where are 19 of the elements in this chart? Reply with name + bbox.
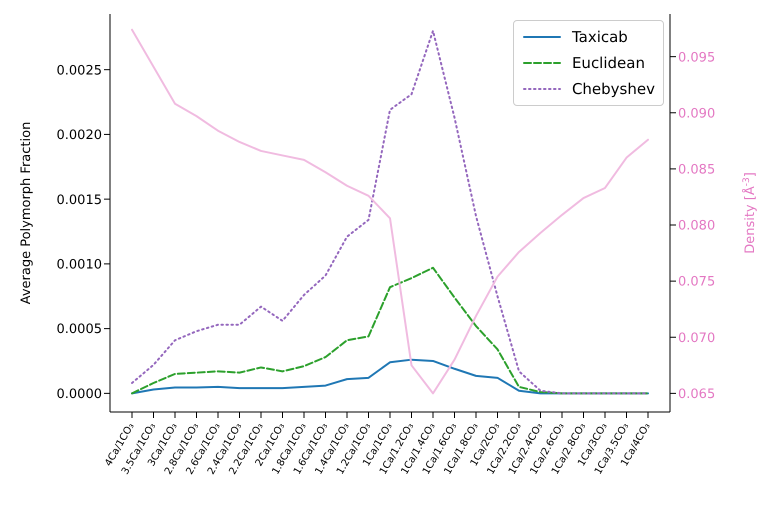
- y-tick-label: 0.0000: [56, 386, 102, 402]
- y2-tick-label: 0.090: [678, 106, 716, 122]
- y2-tick-label: 0.065: [678, 386, 716, 402]
- y-axis-title: Average Polymorph Fraction: [19, 122, 34, 304]
- y-tick-label: 0.0005: [56, 322, 102, 338]
- y2-tick-label: 0.080: [678, 218, 716, 234]
- legend-label: Euclidean: [572, 54, 645, 72]
- y-tick-label: 0.0020: [56, 128, 102, 144]
- y2-tick-label: 0.085: [678, 162, 716, 178]
- y-tick-label: 0.0015: [56, 192, 102, 208]
- legend-label: Chebyshev: [572, 80, 655, 98]
- line-series: [131, 266, 649, 394]
- y-tick-label: 0.0010: [56, 258, 102, 272]
- y2-tick-label: 0.095: [678, 50, 716, 66]
- y-tick-label: 0.0025: [56, 63, 102, 78]
- y2-tick-label: 0.075: [678, 274, 716, 290]
- y2-tick-label: 0.070: [678, 330, 716, 346]
- legend-label: Taxicab: [572, 28, 628, 46]
- line-series: [131, 358, 649, 394]
